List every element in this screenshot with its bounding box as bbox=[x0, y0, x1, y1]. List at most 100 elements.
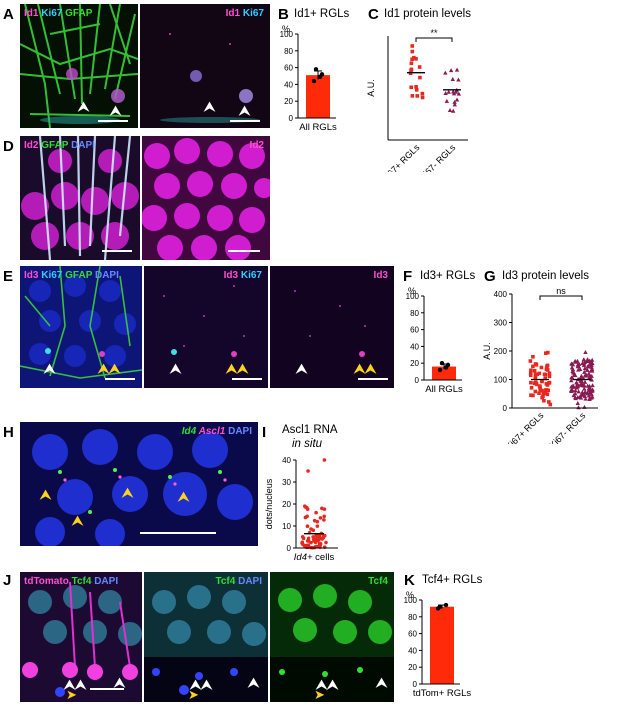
data-point bbox=[315, 524, 320, 528]
data-point bbox=[537, 384, 542, 388]
data-point bbox=[454, 67, 460, 72]
data-point bbox=[322, 514, 326, 519]
y-tick-label: 60 bbox=[408, 630, 417, 639]
y-tick-label: 0 bbox=[503, 404, 508, 413]
data-point bbox=[548, 402, 553, 407]
panel-letter-h: H bbox=[3, 424, 14, 441]
data-point bbox=[569, 361, 575, 366]
data-point bbox=[533, 376, 538, 380]
data-point bbox=[313, 67, 319, 72]
yellow-arrow-icon: ➤ bbox=[188, 687, 199, 702]
panel-letter-e: E bbox=[3, 268, 14, 285]
data-point bbox=[540, 388, 544, 393]
data-point bbox=[543, 376, 547, 381]
y-tick-label: 100 bbox=[280, 30, 294, 39]
data-point bbox=[586, 364, 591, 369]
data-point bbox=[547, 380, 552, 385]
data-point bbox=[420, 95, 425, 100]
label-j-2: Tcf4 DAPI bbox=[215, 576, 262, 587]
micrograph-e-id3-ki67: Id3 Ki67 ⮝ ⮝⮝ bbox=[144, 266, 268, 388]
data-point bbox=[573, 388, 578, 393]
arrowhead-icon: ⮝ bbox=[204, 99, 216, 114]
data-point bbox=[314, 510, 318, 515]
data-point bbox=[586, 388, 591, 393]
significance-label: ns bbox=[556, 286, 566, 296]
yellow-arrowhead-icon: ⮝ bbox=[72, 513, 84, 528]
scale-bar bbox=[140, 532, 216, 534]
panel-letter-d: D bbox=[3, 138, 14, 155]
scale-bar bbox=[232, 378, 262, 380]
data-point bbox=[322, 507, 327, 511]
data-point bbox=[541, 391, 546, 396]
data-point bbox=[579, 379, 585, 384]
arrowhead-icon: ⮝⮝ bbox=[64, 677, 87, 692]
data-point bbox=[529, 368, 533, 373]
yellow-arrowhead-icon: ⮝⮝ bbox=[354, 361, 377, 376]
data-point bbox=[544, 366, 549, 371]
yellow-arrowhead-icon: ⮝ bbox=[40, 487, 52, 502]
label-e-3: Id3 bbox=[373, 270, 388, 281]
unit-label: % bbox=[408, 286, 416, 296]
scale-bar bbox=[230, 120, 260, 122]
scale-bar bbox=[228, 250, 260, 252]
chart-k: % 0 20 40 60 80 100 tdTom+ RGLs bbox=[404, 590, 472, 699]
y-tick-label: 0 bbox=[287, 544, 292, 553]
data-point bbox=[531, 354, 535, 359]
label-d-left: Id2 GFAP DAPI bbox=[24, 140, 95, 151]
data-point bbox=[414, 57, 418, 61]
data-point bbox=[582, 366, 588, 371]
data-point bbox=[322, 518, 326, 522]
y-tick-label: 400 bbox=[494, 290, 508, 299]
data-point bbox=[570, 384, 576, 389]
arrowhead-icon: ⮝ bbox=[239, 103, 251, 118]
data-point bbox=[306, 545, 310, 550]
y-tick-label: 20 bbox=[282, 500, 291, 509]
yellow-arrowhead-icon: ⮝ bbox=[178, 489, 190, 504]
arrowhead-icon: ⮝ bbox=[170, 361, 182, 376]
y-tick-label: 100 bbox=[494, 376, 508, 385]
gfap-fibers bbox=[20, 4, 138, 128]
data-point bbox=[322, 458, 327, 462]
x-label: All RGLs bbox=[425, 384, 463, 395]
data-point bbox=[443, 602, 449, 608]
y-tick-label: 0 bbox=[415, 376, 420, 385]
data-point bbox=[529, 386, 534, 390]
scale-bar bbox=[98, 120, 128, 122]
arrowhead-icon: ⮝ bbox=[44, 361, 56, 376]
panel-letter-i: I bbox=[262, 424, 267, 441]
data-point bbox=[414, 85, 418, 89]
data-point bbox=[580, 392, 585, 397]
data-point bbox=[590, 383, 595, 388]
y-tick-label: 60 bbox=[284, 64, 293, 73]
data-point bbox=[528, 373, 533, 378]
id2-nuclei bbox=[142, 138, 270, 260]
data-point bbox=[576, 367, 581, 372]
panel-letter-f: F bbox=[403, 268, 413, 285]
y-tick-label: 40 bbox=[284, 80, 293, 89]
panel-letter-c: C bbox=[368, 6, 379, 23]
data-point bbox=[587, 358, 592, 363]
arrowhead-icon: ⮝ bbox=[78, 99, 90, 114]
x-category-label: Ki67+ RGLs bbox=[504, 410, 546, 444]
data-point bbox=[305, 524, 310, 529]
data-point bbox=[539, 365, 544, 370]
significance-label: ** bbox=[430, 28, 438, 38]
data-point bbox=[456, 77, 461, 82]
data-point bbox=[578, 375, 583, 380]
data-point bbox=[534, 363, 539, 367]
data-point bbox=[586, 386, 592, 391]
data-point bbox=[576, 364, 581, 369]
arrowhead-icon: ⮝ bbox=[110, 103, 122, 118]
data-point bbox=[306, 536, 311, 541]
data-point bbox=[317, 535, 322, 540]
y-tick-label: 80 bbox=[410, 309, 419, 318]
data-point bbox=[589, 360, 594, 365]
arrowhead-icon: ⮝⮝ bbox=[316, 677, 339, 692]
micrograph-d-id2: Id2 bbox=[142, 136, 270, 260]
data-point bbox=[544, 382, 549, 386]
data-point bbox=[583, 396, 588, 401]
scale-bar bbox=[358, 378, 388, 380]
data-point bbox=[312, 518, 317, 523]
data-point bbox=[581, 357, 587, 362]
data-point bbox=[543, 351, 548, 355]
